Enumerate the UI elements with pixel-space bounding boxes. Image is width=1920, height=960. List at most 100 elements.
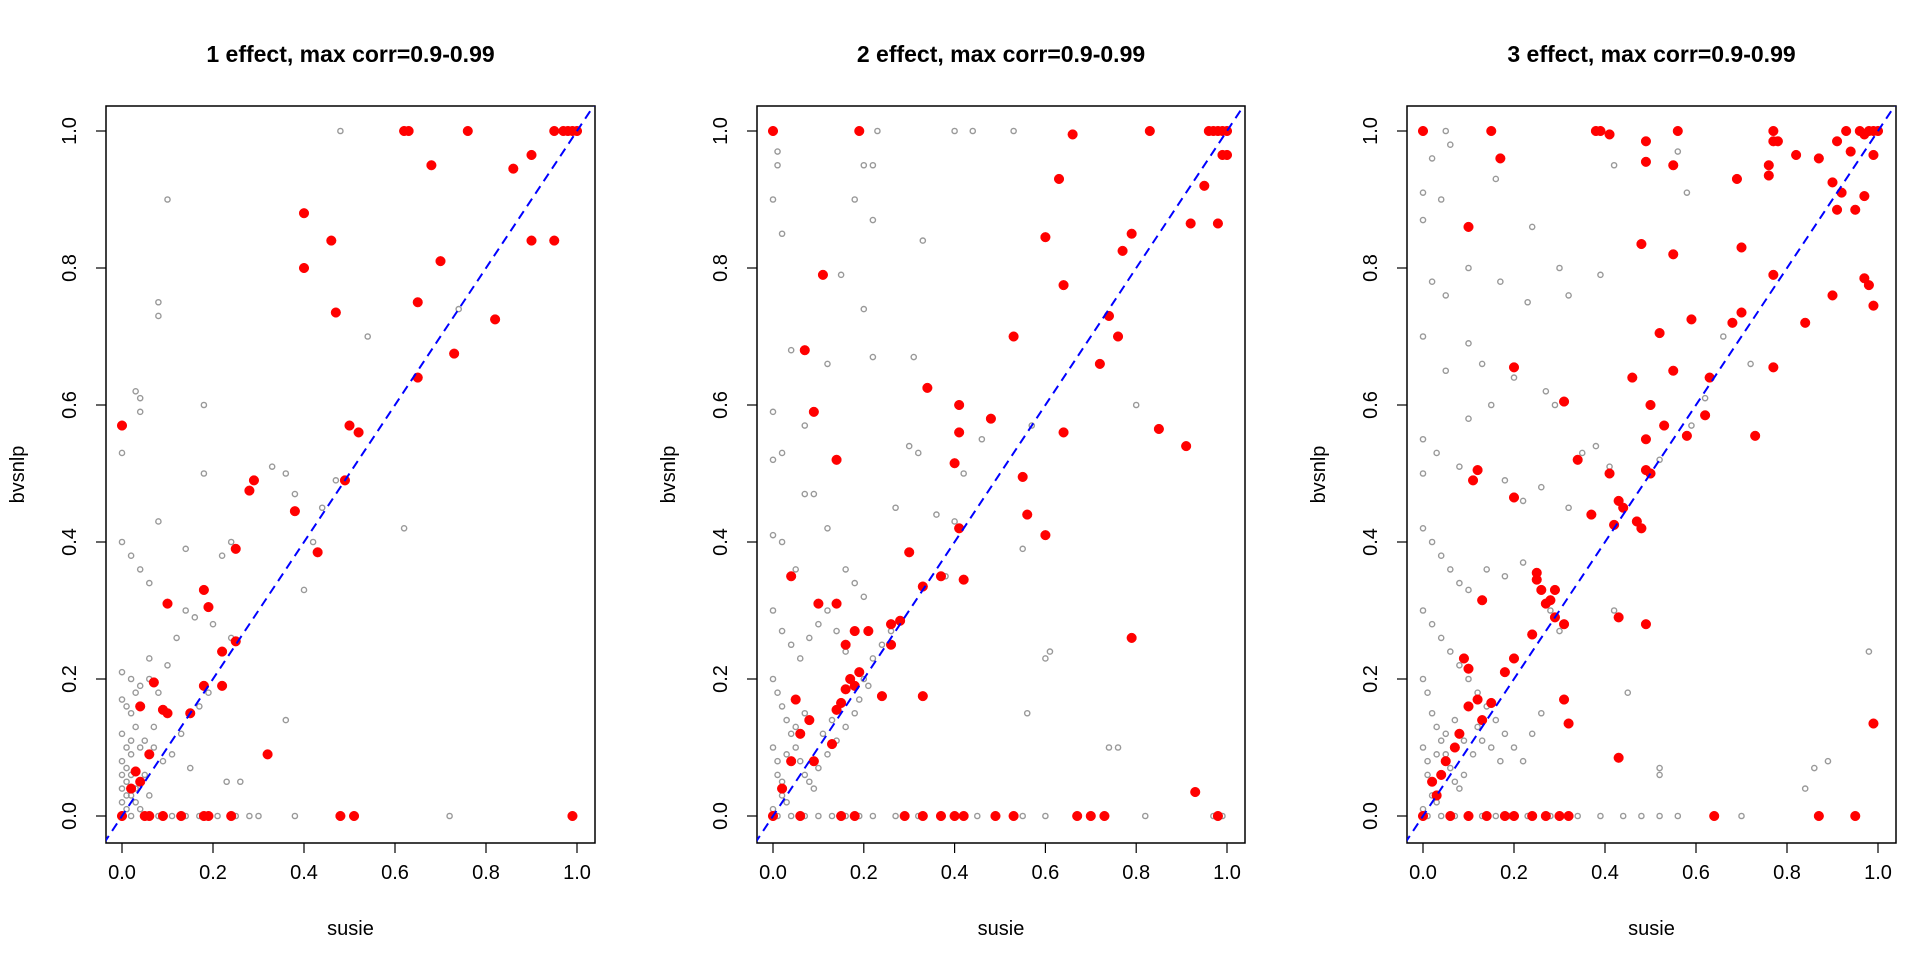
gray-point xyxy=(1592,442,1600,450)
red-point xyxy=(203,810,214,822)
red-point xyxy=(1554,810,1565,822)
red-point xyxy=(1586,509,1597,520)
gray-point xyxy=(960,470,967,477)
red-point xyxy=(1868,300,1879,311)
red-point xyxy=(1536,584,1547,596)
gray-point xyxy=(974,812,981,820)
red-point xyxy=(1540,598,1551,609)
red-point xyxy=(917,691,928,702)
gray-point xyxy=(1447,764,1454,772)
red-point xyxy=(1640,619,1651,630)
red-point xyxy=(985,413,996,424)
red-point xyxy=(1436,769,1447,780)
red-point xyxy=(1681,430,1692,441)
red-point xyxy=(144,749,155,760)
red-point xyxy=(157,810,168,822)
red-point xyxy=(1559,619,1570,630)
red-point xyxy=(1709,810,1720,822)
gray-point xyxy=(150,723,158,731)
red-point xyxy=(813,598,824,609)
gray-point xyxy=(155,518,162,525)
red-point xyxy=(1495,153,1506,164)
red-point xyxy=(1508,362,1520,373)
gray-point xyxy=(842,723,849,731)
gray-point xyxy=(774,771,781,779)
gray-point xyxy=(1510,744,1518,751)
red-point xyxy=(549,235,560,246)
red-point xyxy=(435,256,446,267)
gray-point xyxy=(1451,716,1459,724)
red-point xyxy=(949,810,960,822)
red-point xyxy=(1559,694,1570,705)
gray-point xyxy=(145,792,153,799)
gray-point xyxy=(774,757,781,765)
gray-point xyxy=(1610,607,1618,614)
red-point xyxy=(1454,728,1465,739)
gray-point xyxy=(878,641,886,649)
x-tick-label: 0.0 xyxy=(1409,862,1437,884)
red-point xyxy=(1772,136,1783,147)
gray-point xyxy=(255,812,262,820)
red-point xyxy=(1563,810,1574,822)
red-point xyxy=(462,125,473,137)
gray-point xyxy=(828,812,836,820)
gray-point xyxy=(1456,785,1463,792)
red-point xyxy=(349,810,360,822)
gray-point xyxy=(1447,648,1454,655)
red-point xyxy=(353,427,364,438)
red-point xyxy=(1750,430,1761,441)
red-point xyxy=(1700,410,1711,421)
red-point xyxy=(1117,245,1128,256)
gray-point xyxy=(1419,333,1427,340)
y-tick-label: 0.2 xyxy=(1360,665,1382,693)
gray-point xyxy=(1656,764,1663,772)
gray-point xyxy=(118,668,126,676)
red-point xyxy=(148,677,159,688)
gray-point xyxy=(869,216,877,224)
gray-point xyxy=(246,812,253,820)
red-point xyxy=(876,691,888,702)
gray-point xyxy=(127,737,135,744)
red-point xyxy=(1221,149,1233,161)
red-point xyxy=(849,810,860,822)
y-tick-label: 0.2 xyxy=(59,665,81,693)
gray-point xyxy=(132,799,139,806)
gray-point xyxy=(123,764,130,772)
y-tick-label: 0.0 xyxy=(1360,802,1382,830)
red-point xyxy=(1499,667,1510,678)
red-point xyxy=(1508,810,1520,822)
red-point xyxy=(1040,530,1051,541)
gray-point xyxy=(851,579,859,587)
red-point xyxy=(1549,584,1560,596)
red-point xyxy=(922,382,933,393)
x-tick-label: 0.2 xyxy=(850,862,878,884)
gray-point xyxy=(824,607,831,614)
gray-point xyxy=(1528,223,1536,231)
gray-point xyxy=(860,161,868,169)
gray-point xyxy=(1478,360,1486,368)
red-point xyxy=(954,399,965,411)
gray-point xyxy=(1597,812,1604,820)
red-point xyxy=(1686,314,1697,325)
gray-point xyxy=(1010,127,1017,135)
y-tick-label: 1.0 xyxy=(59,117,81,145)
red-point xyxy=(831,704,842,715)
red-point xyxy=(176,810,187,822)
gray-point xyxy=(1428,278,1436,286)
gray-point xyxy=(1501,477,1509,484)
gray-point xyxy=(300,586,308,594)
red-point xyxy=(1672,125,1683,137)
red-point xyxy=(1572,454,1583,465)
x-tick-label: 0.0 xyxy=(759,862,787,884)
gray-point xyxy=(769,196,777,203)
red-point xyxy=(1126,228,1137,239)
red-point xyxy=(144,810,155,822)
gray-point xyxy=(815,620,822,628)
y-tick-label: 0.8 xyxy=(1360,254,1382,282)
gray-point xyxy=(1656,771,1663,779)
red-point xyxy=(1850,810,1861,822)
gray-point xyxy=(815,812,822,820)
red-point xyxy=(849,626,860,637)
gray-point xyxy=(1451,778,1459,786)
